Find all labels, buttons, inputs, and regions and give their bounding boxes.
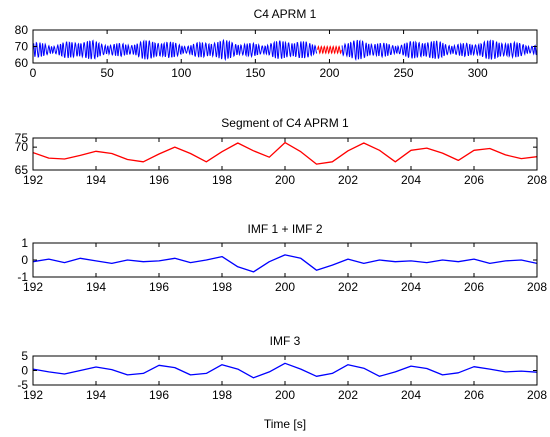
panel-1-signal-line [33,38,318,62]
panel-2-x-tick-label: 200 [275,173,295,187]
panel-2-y-tick-label: 65 [15,163,29,177]
panel-2-x-tick-label: 196 [149,173,169,187]
panel-4-title: IMF 3 [270,334,301,348]
panel-1-signal-line [341,39,537,62]
panel-1-x-tick-label: 300 [468,66,488,80]
panel-3-x-tick-label: 192 [23,280,43,294]
panel-2-x-tick-label: 208 [527,173,547,187]
panel-3-axes-box [32,242,538,278]
panel-3-series-line [33,254,537,273]
panel-2-x-tick-label: 202 [338,173,358,187]
panel-1-title: C4 APRM 1 [254,7,317,21]
panel-3-x-tick-label: 200 [275,280,295,294]
panel-2-x-tick-label: 194 [86,173,106,187]
panel-3-x-tick-label: 198 [212,280,232,294]
panel-4-x-tick-label: 206 [464,388,484,402]
panel-4-x-tick-label: 196 [149,388,169,402]
panel-2-y-tick-label: 75 [15,131,29,145]
panel-4-x-tick-label: 208 [527,388,547,402]
panel-3-y-tick-label: 1 [21,236,28,250]
panel-4-x-tick-label: 200 [275,388,295,402]
panel-2-x-tick-label: 206 [464,173,484,187]
panel-2-y-tick-label: 70 [15,140,29,154]
panel-2-title: Segment of C4 APRM 1 [221,116,349,130]
panel-1-x-tick-label: 50 [100,66,114,80]
panel-4-x-tick-label: 192 [23,388,43,402]
panel-2-x-tick-label: 204 [401,173,421,187]
panel-3-x-tick-label: 202 [338,280,358,294]
panel-1-x-tick-label: 0 [30,66,37,80]
panel-3-x-tick-label: 194 [86,280,106,294]
panel-1-y-tick-label: 80 [15,23,29,37]
panel-4-x-tick-label: 198 [212,388,232,402]
panel-2-x-tick-label: 192 [23,173,43,187]
panel-4-x-tick-label: 202 [338,388,358,402]
panel-1-x-tick-label: 250 [394,66,414,80]
panel-4-y-tick-label: 5 [21,349,28,363]
panel-4-axes-box [32,355,538,386]
panel-3-y-tick-label: -1 [17,270,28,284]
panel-3-title: IMF 1 + IMF 2 [247,222,322,236]
panel-3-x-tick-label: 196 [149,280,169,294]
panel-1-x-tick-label: 150 [245,66,265,80]
panel-3-y-tick-label: 0 [21,253,28,267]
panel-3-x-tick-label: 206 [464,280,484,294]
panel-1-y-tick-label: 70 [15,40,29,54]
panel-1-highlight-segment [317,44,342,55]
panel-2-x-tick-label: 198 [212,173,232,187]
panel-1-x-tick-label: 200 [319,66,339,80]
panel-1-x-tick-label: 100 [171,66,191,80]
panel-1-y-tick-label: 60 [15,56,29,70]
panel-4-y-tick-label: 0 [21,364,28,378]
panel-2-series-line [33,141,537,165]
x-axis-label: Time [s] [264,417,306,431]
panel-4-y-tick-label: -5 [17,378,28,392]
panel-3-x-tick-label: 208 [527,280,547,294]
panel-4-x-tick-label: 194 [86,388,106,402]
panel-4-series-line [33,362,537,379]
panel-3-x-tick-label: 204 [401,280,421,294]
panel-4-x-tick-label: 204 [401,388,421,402]
